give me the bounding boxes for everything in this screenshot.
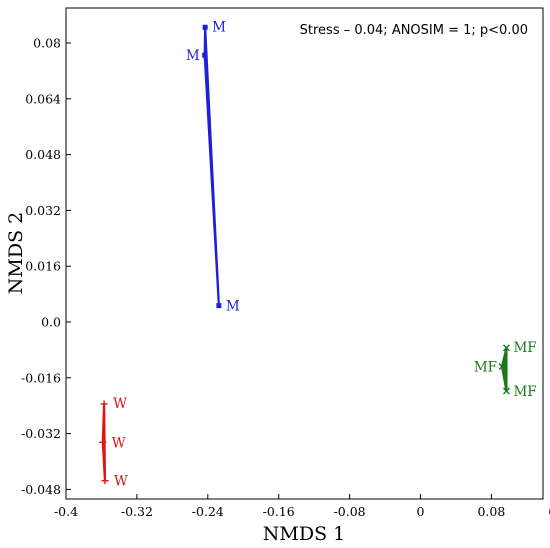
y-tick-label: 0.0: [41, 315, 61, 330]
x-tick-label: 0.08: [477, 504, 505, 519]
series-mf: MF MF MF: [474, 340, 537, 400]
point-label: W: [113, 396, 127, 412]
x-tick-label: -0.24: [192, 504, 224, 519]
x-tick-label: -0.16: [263, 504, 295, 519]
point-label: MF: [513, 384, 536, 400]
y-tick-label: -0.032: [21, 426, 61, 441]
y-tick-label: 0.032: [25, 203, 61, 218]
x-axis-ticks: -0.4-0.32-0.24-0.16-0.0800.080.160.240.3…: [54, 494, 550, 519]
point-label: MF: [474, 360, 497, 376]
y-tick-label: 0.08: [33, 36, 61, 51]
x-tick-label: -0.4: [54, 504, 78, 519]
y-tick-label: -0.016: [21, 370, 61, 385]
y-tick-label: 0.064: [25, 91, 61, 106]
series-m: MMM: [186, 19, 240, 314]
data-point: [502, 387, 510, 395]
data-point: [216, 303, 222, 309]
point-label: MF: [513, 340, 536, 356]
point-label: W: [114, 474, 128, 490]
series-layer: MMMMFMFMFMFLMFLMFLMGMGMGWWW: [99, 19, 537, 490]
data-point: [202, 52, 208, 58]
y-tick-label: 0.048: [25, 147, 61, 162]
x-tick-label: 0: [417, 504, 425, 519]
data-point: [100, 400, 108, 408]
point-label: M: [212, 19, 226, 35]
data-point: [498, 363, 506, 371]
x-tick-label: -0.32: [121, 504, 153, 519]
y-axis-ticks: -0.048 -0.032 -0.016 0.0 0.016 0.032 0.048 0.06…: [21, 36, 71, 497]
point-label: M: [186, 48, 200, 64]
hull-m: [203, 26, 220, 307]
y-axis-title: NMDS 2: [5, 212, 27, 294]
series-w: W W W: [99, 396, 128, 490]
data-point: [99, 438, 107, 446]
x-tick-label: -0.08: [334, 504, 366, 519]
data-point: [202, 24, 208, 30]
y-tick-label: -0.048: [21, 482, 61, 497]
x-tick-label: 0.16: [548, 504, 550, 519]
data-point: [101, 477, 109, 485]
stats-annotation: Stress – 0.04; ANOSIM = 1; p<0.00: [300, 23, 528, 38]
x-axis-title: NMDS 1: [263, 523, 345, 545]
plot-frame: [65, 7, 544, 500]
point-label: W: [112, 435, 126, 451]
y-tick-label: 0.016: [25, 259, 61, 274]
point-label: M: [226, 299, 240, 315]
data-point: [502, 344, 510, 352]
